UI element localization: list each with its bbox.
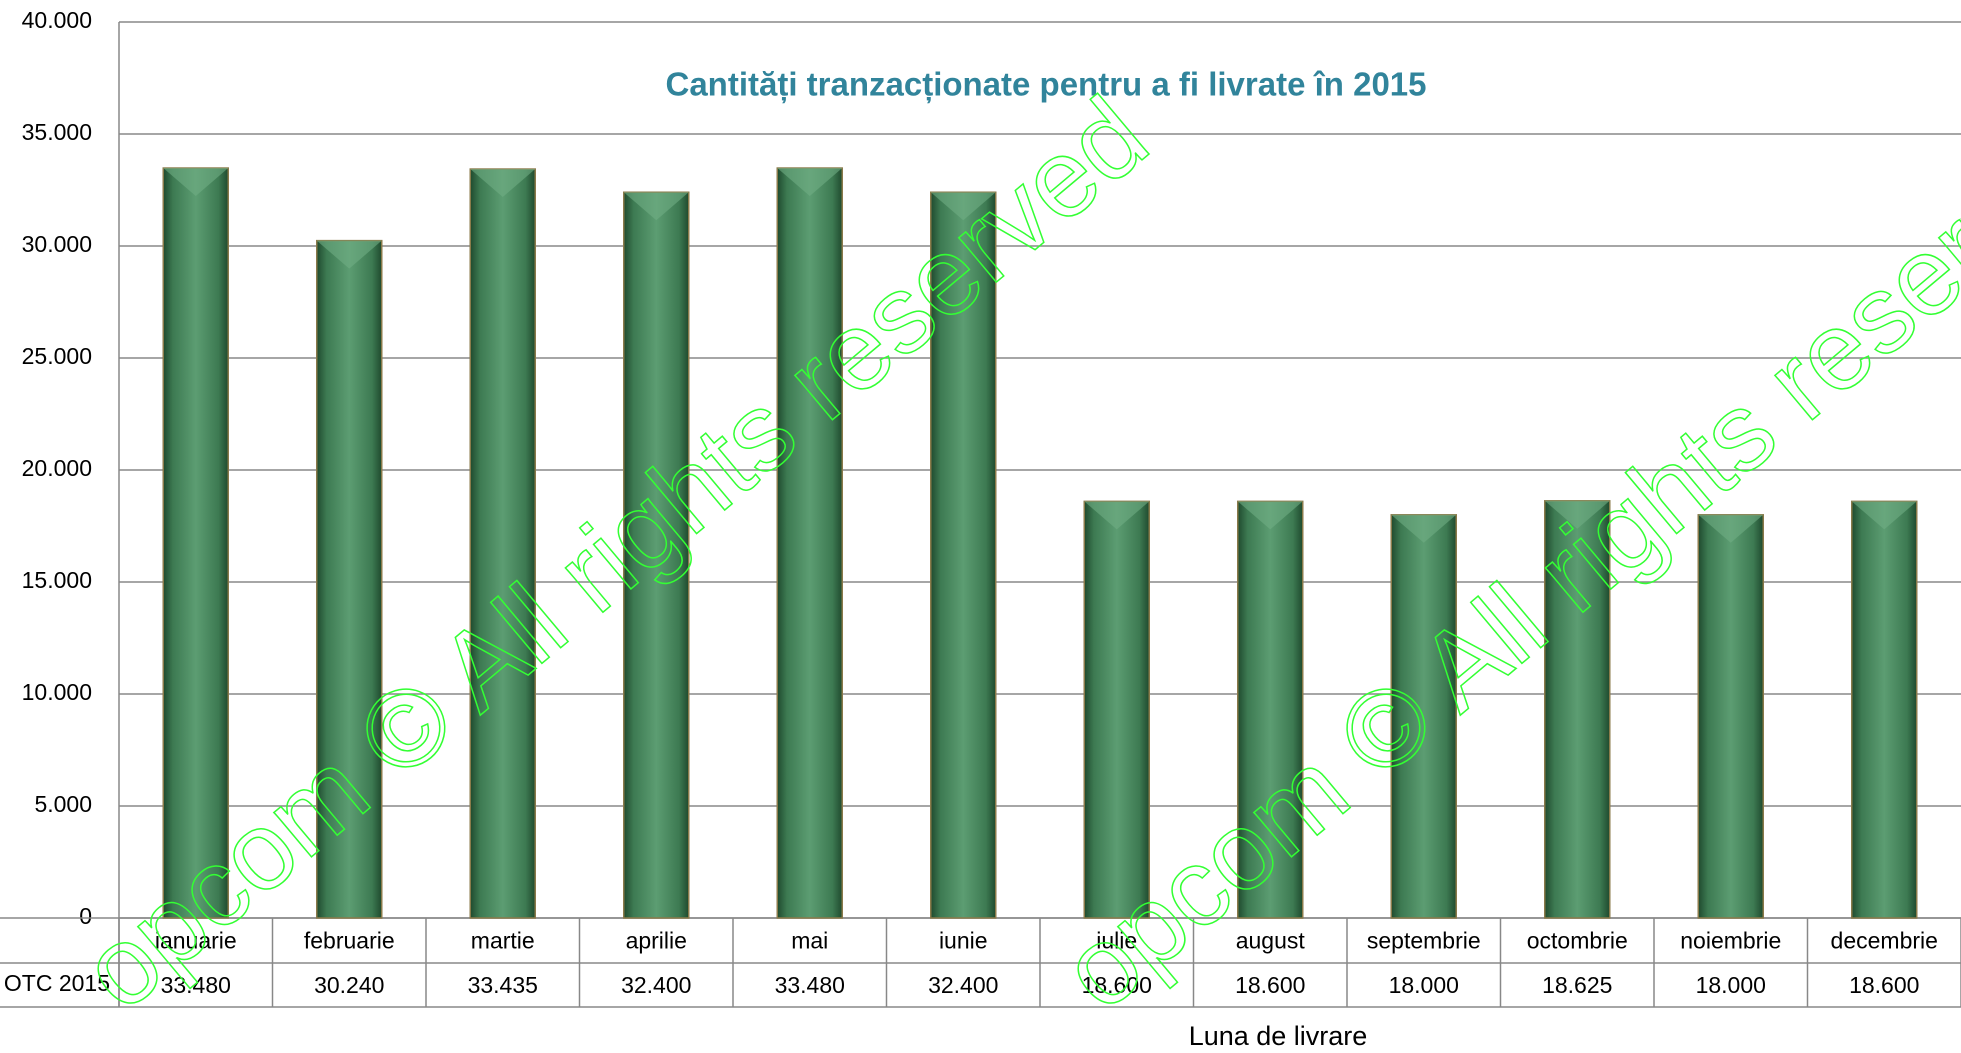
bar-bevel — [1084, 501, 1150, 530]
bar-bevel — [163, 168, 229, 197]
bar — [930, 191, 997, 919]
y-tick-label: 15.000 — [22, 567, 92, 593]
data-label: 33.435 — [468, 972, 538, 998]
x-tick-label: aprilie — [626, 928, 687, 954]
bar — [162, 167, 229, 919]
data-label: 18.600 — [1235, 972, 1305, 998]
bar-bevel — [623, 192, 689, 221]
x-tick-label: mai — [791, 928, 828, 954]
bar — [1083, 500, 1150, 919]
data-label: 33.480 — [161, 972, 231, 998]
bar — [1544, 500, 1611, 919]
x-tick-label: noiembrie — [1680, 928, 1781, 954]
bar — [1237, 500, 1304, 919]
bar-bevel — [1237, 501, 1303, 530]
x-tick-label: iulie — [1096, 928, 1137, 954]
bar — [1851, 500, 1918, 919]
data-label: 18.000 — [1696, 972, 1766, 998]
watermark: opcom © All rights reserved — [1039, 74, 1961, 1034]
y-tick-label: 10.000 — [22, 679, 92, 705]
data-label: 30.240 — [314, 972, 384, 998]
data-label: 32.400 — [928, 972, 998, 998]
x-tick-label: februarie — [304, 928, 395, 954]
bar-bevel — [470, 169, 536, 198]
x-tick-label: august — [1236, 928, 1306, 954]
x-tick-label: ianuarie — [155, 928, 237, 954]
bar-bevel — [1544, 500, 1610, 529]
chart-title: Cantități tranzacționate pentru a fi liv… — [665, 66, 1426, 104]
plot-area — [119, 21, 1961, 919]
y-tick-label: 20.000 — [22, 455, 92, 481]
bar — [1390, 514, 1457, 919]
bar-bevel — [777, 168, 843, 197]
bar-bevel — [1391, 514, 1457, 543]
x-tick-label: decembrie — [1831, 928, 1938, 954]
y-tick-label: 0 — [79, 903, 92, 929]
data-label: 32.400 — [621, 972, 691, 998]
x-tick-label: iunie — [939, 928, 988, 954]
x-tick-label: octombrie — [1527, 928, 1628, 954]
bar-bevel — [1698, 514, 1764, 543]
y-tick-label: 35.000 — [22, 119, 92, 145]
legend-label: OTC 2015 — [4, 970, 110, 996]
data-label: 18.600 — [1082, 972, 1152, 998]
bar — [1697, 514, 1764, 919]
bar — [469, 168, 536, 919]
y-tick-label: 30.000 — [22, 231, 92, 257]
y-tick-label: 40.000 — [22, 7, 92, 33]
bar-bevel — [316, 240, 382, 269]
data-label: 33.480 — [775, 972, 845, 998]
bar-bevel — [1851, 501, 1917, 530]
x-axis-label: Luna de livrare — [1189, 1021, 1368, 1051]
y-tick-label: 5.000 — [34, 791, 92, 817]
x-tick-label: septembrie — [1367, 928, 1481, 954]
data-label: 18.625 — [1542, 972, 1612, 998]
bar-bevel — [930, 192, 996, 221]
x-tick-label: martie — [471, 928, 535, 954]
bar — [776, 167, 843, 919]
y-tick-label: 25.000 — [22, 343, 92, 369]
bar — [623, 191, 690, 919]
data-label: 18.600 — [1849, 972, 1919, 998]
data-label: 18.000 — [1389, 972, 1459, 998]
